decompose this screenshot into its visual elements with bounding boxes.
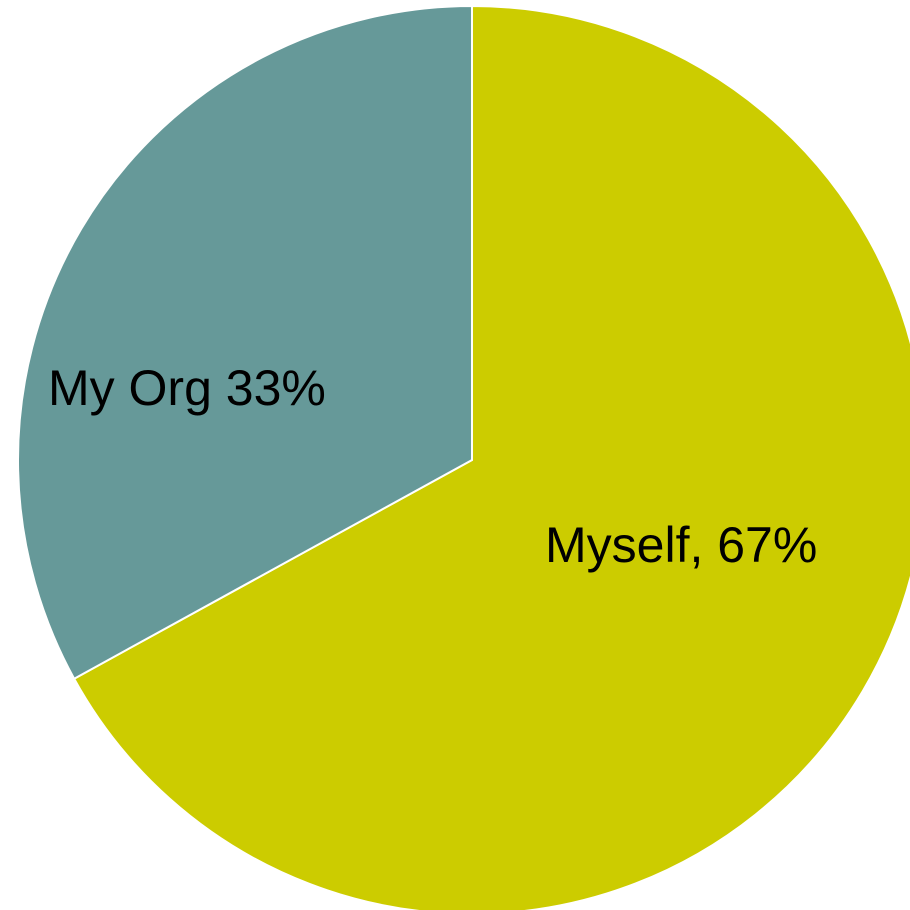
pie-labels: Myself, 67% My Org 33%: [48, 360, 817, 573]
pie-slice-myself: [72, 4, 910, 910]
slice-label-myself: Myself, 67%: [545, 517, 817, 573]
pie-slices: [17, 4, 910, 910]
slice-label-my-org: My Org 33%: [48, 360, 326, 416]
pie-slice-my-org: [17, 4, 473, 681]
